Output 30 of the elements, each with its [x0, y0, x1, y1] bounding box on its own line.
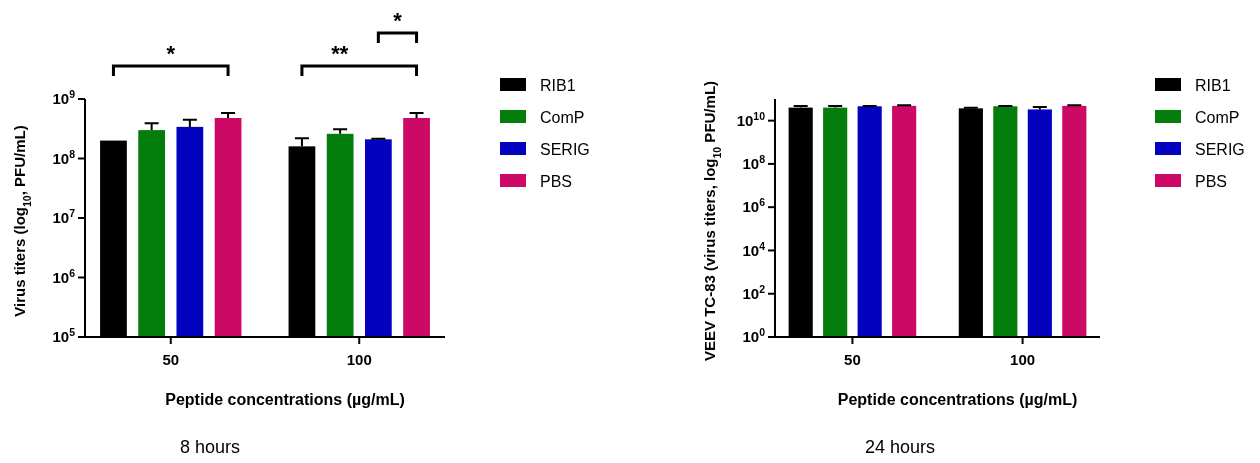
text: **: [331, 41, 349, 66]
y-tick-label: 10$^{9}$: [52, 88, 76, 108]
legend-label: ComP: [1195, 108, 1240, 126]
y-tick-label: 10$^{7}$: [52, 207, 76, 227]
legend-label: SERIG: [540, 140, 590, 158]
y-tick-label: 10$^{6}$: [52, 266, 76, 286]
y-tick-label: 10$^{4}$: [742, 239, 766, 259]
x-tick-label: 100: [1010, 351, 1036, 368]
y-tick-label: 10$^{8}$: [742, 153, 766, 173]
y-tick-label: 10$^{0}$: [742, 326, 766, 346]
x-tick-label: 100: [346, 351, 372, 368]
x-axis-title: Peptide concentrations (µg/mL): [837, 391, 1078, 408]
y-tick-label: 10$^{6}$: [742, 196, 766, 216]
text: *: [166, 41, 176, 66]
y-tick-label: 10$^{5}$: [52, 326, 76, 346]
y-tick-label: 10$^{8}$: [52, 147, 76, 167]
legend-label: ComP: [540, 108, 585, 126]
text: 24 hours: [864, 437, 936, 457]
legend-label: PBS: [540, 172, 573, 190]
y-tick-label: 10$^{10}$: [736, 109, 766, 129]
legend-label: RIB1: [1195, 76, 1231, 94]
x-tick-label: 50: [162, 351, 180, 368]
text: *: [393, 8, 403, 33]
y-tick-label: 10$^{2}$: [742, 282, 766, 302]
legend-label: SERIG: [1195, 140, 1245, 158]
legend-label: PBS: [1195, 172, 1228, 190]
x-axis-title: Peptide concentrations (µg/mL): [165, 391, 405, 408]
x-tick-label: 50: [844, 351, 861, 368]
text: 8 hours: [179, 437, 241, 457]
legend-label: RIB1: [540, 76, 576, 94]
